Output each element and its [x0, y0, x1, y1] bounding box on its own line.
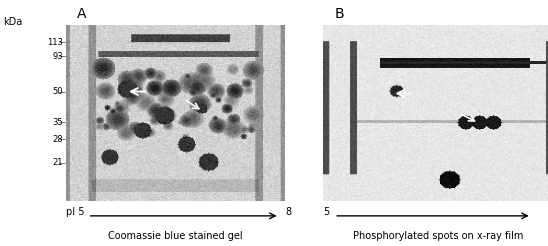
Text: —: —	[58, 160, 65, 166]
Text: 35: 35	[53, 118, 63, 126]
Text: 113: 113	[47, 38, 63, 47]
Text: 50: 50	[53, 87, 63, 96]
Text: A: A	[77, 7, 86, 21]
Text: 8: 8	[285, 207, 291, 216]
Text: —: —	[58, 119, 65, 125]
Text: 28: 28	[53, 135, 63, 144]
Text: B: B	[334, 7, 344, 21]
Text: pI 5: pI 5	[66, 207, 84, 216]
Text: —: —	[58, 39, 65, 45]
Text: Coomassie blue stained gel: Coomassie blue stained gel	[108, 231, 243, 241]
Text: 5: 5	[323, 207, 329, 216]
Text: Phosphorylated spots on x-ray film: Phosphorylated spots on x-ray film	[353, 231, 523, 241]
Text: —: —	[58, 137, 65, 143]
Text: 21: 21	[53, 158, 63, 167]
Text: kDa: kDa	[3, 17, 22, 27]
Text: —: —	[58, 53, 65, 60]
Text: 93: 93	[53, 52, 63, 61]
Text: —: —	[58, 89, 65, 95]
